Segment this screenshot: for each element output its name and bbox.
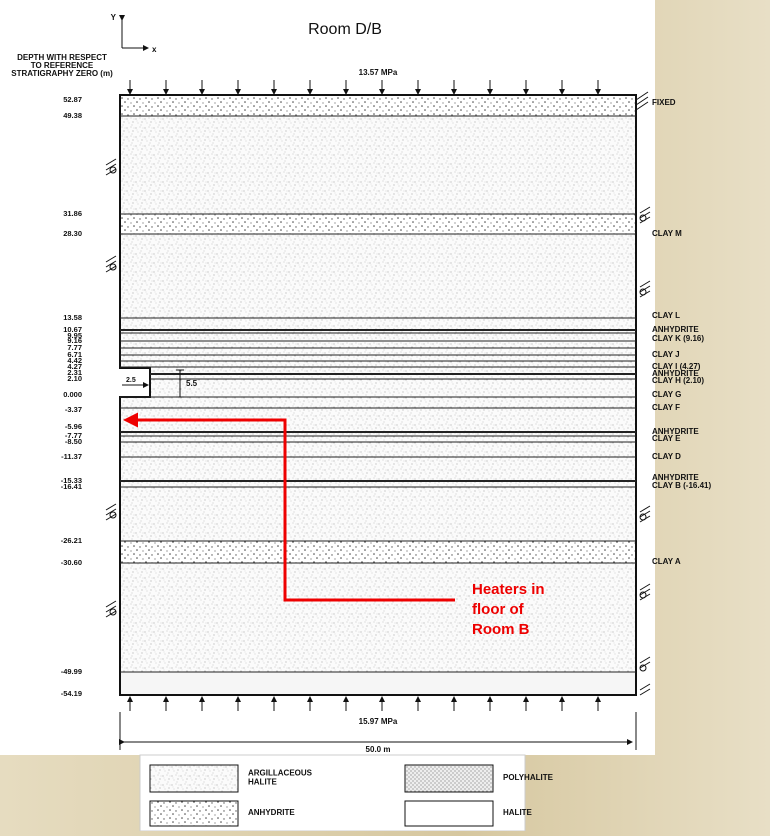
layer-label: CLAY F <box>652 403 680 412</box>
depth-label: -7.77 <box>65 431 82 440</box>
depth-label: 49.38 <box>63 111 82 120</box>
layer-label: CLAY K (9.16) <box>652 334 704 343</box>
depth-label: 2.10 <box>67 374 82 383</box>
layer-label: ANHYDRITE <box>652 369 699 378</box>
depth-caption: DEPTH WITH RESPECT <box>17 53 107 62</box>
layer-label: CLAY A <box>652 557 681 566</box>
depth-label: 28.30 <box>63 229 82 238</box>
room-offset: 2.5 <box>126 377 136 384</box>
boundary-label: FIXED <box>652 98 676 107</box>
layer-label: CLAY L <box>652 311 680 320</box>
depth-caption: STRATIGRAPHY ZERO (m) <box>11 69 113 78</box>
top-load: 13.57 MPa <box>359 68 398 77</box>
depth-label: 9.16 <box>67 336 82 345</box>
layer-label: CLAY D <box>652 452 681 461</box>
depth-label: 6.71 <box>67 350 82 359</box>
depth-label: 7.77 <box>67 343 82 352</box>
legend-label: ARGILLACEOUS <box>248 769 313 778</box>
title: Room D/B <box>308 21 382 38</box>
strata <box>105 91 651 696</box>
annotation-line: Heaters in <box>472 581 545 598</box>
axis-y-label: Y <box>111 13 117 22</box>
axis-x-label: x <box>152 45 157 54</box>
layer-label: CLAY I (4.27) <box>652 362 701 371</box>
layer-label: CLAY J <box>652 350 680 359</box>
depth-label: -8.50 <box>65 437 82 446</box>
depth-label: -16.41 <box>61 482 82 491</box>
depth-label: -15.33 <box>61 476 82 485</box>
annotation-line: floor of <box>472 601 525 618</box>
depth-label: 4.27 <box>67 362 82 371</box>
depth-label: -11.37 <box>61 452 82 461</box>
depth-label: -5.96 <box>65 422 82 431</box>
room-height: 5.5 <box>186 379 198 388</box>
depth-label: -26.21 <box>61 536 82 545</box>
model-width: 50.0 m <box>366 745 391 754</box>
annotation: Heaters in floor of Room B <box>472 581 545 638</box>
layer-label: CLAY B (-16.41) <box>652 481 711 490</box>
legend-label: POLYHALITE <box>503 773 554 782</box>
layer-label: ANHYDRITE <box>652 473 699 482</box>
heater-arrow <box>123 412 455 602</box>
loads <box>119 15 637 750</box>
depth-label: 2.31 <box>67 368 82 377</box>
legend-label: HALITE <box>248 778 278 787</box>
annotation-line: Room B <box>472 621 530 638</box>
depth-label: 4.42 <box>67 356 82 365</box>
layer-label: ANHYDRITE <box>652 427 699 436</box>
depth-label: 31.86 <box>63 209 82 218</box>
layer-label: CLAY M <box>652 229 682 238</box>
depth-label: 13.58 <box>63 313 82 322</box>
depth-label: 52.87 <box>63 95 82 104</box>
depth-label: 10.67 <box>63 325 82 334</box>
legend-label: HALITE <box>503 808 533 817</box>
depth-label: -49.99 <box>61 667 82 676</box>
layer-label: CLAY G <box>652 390 681 399</box>
layer-label: CLAY E <box>652 434 681 443</box>
layer-label: CLAY H (2.10) <box>652 376 704 385</box>
depth-caption: TO REFERENCE <box>31 61 94 70</box>
depth-label: -3.37 <box>65 405 82 414</box>
depth-label: 9.95 <box>67 331 82 340</box>
bottom-load: 15.97 MPa <box>359 717 398 726</box>
depth-label: -54.19 <box>61 689 82 698</box>
layer-label: ANHYDRITE <box>652 325 699 334</box>
depth-label: -30.60 <box>61 558 82 567</box>
legend-label: ANHYDRITE <box>248 808 295 817</box>
depth-label: 0.000 <box>63 390 82 399</box>
